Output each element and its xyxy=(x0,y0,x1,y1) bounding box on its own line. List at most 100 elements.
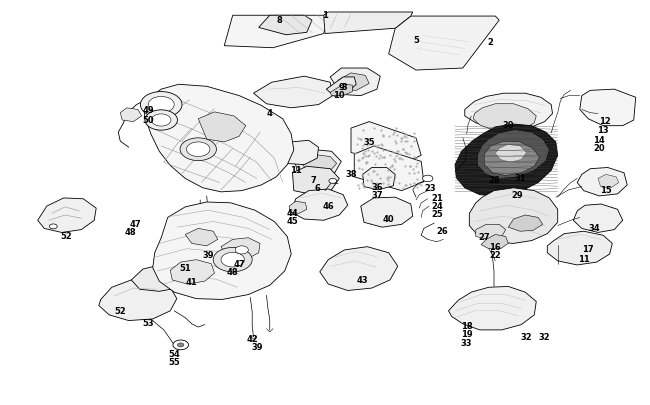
Polygon shape xyxy=(224,16,328,49)
Circle shape xyxy=(221,253,244,267)
Circle shape xyxy=(177,343,184,347)
Point xyxy=(372,145,382,151)
Point xyxy=(389,129,399,136)
Polygon shape xyxy=(153,202,291,300)
Point xyxy=(363,171,373,177)
Point xyxy=(389,179,399,185)
Point xyxy=(402,139,413,145)
Text: 44: 44 xyxy=(287,208,298,217)
Point xyxy=(362,159,372,166)
Polygon shape xyxy=(598,175,619,188)
Polygon shape xyxy=(495,145,526,163)
Point xyxy=(356,167,367,173)
Circle shape xyxy=(213,248,252,272)
Polygon shape xyxy=(99,280,177,321)
Point xyxy=(359,151,369,158)
Text: 39: 39 xyxy=(202,251,214,260)
Point xyxy=(358,143,368,149)
Polygon shape xyxy=(320,247,398,291)
Polygon shape xyxy=(289,202,307,214)
Point xyxy=(413,170,423,176)
Point xyxy=(360,160,370,166)
Text: 29: 29 xyxy=(511,191,523,200)
Point xyxy=(409,154,419,161)
Point xyxy=(395,155,405,162)
Text: 28: 28 xyxy=(488,176,500,185)
Text: 16: 16 xyxy=(489,243,501,252)
Point xyxy=(368,185,378,192)
Text: 47: 47 xyxy=(233,260,245,269)
Point xyxy=(376,127,387,134)
Circle shape xyxy=(187,143,210,157)
Text: 48: 48 xyxy=(227,268,239,277)
Point xyxy=(409,184,419,190)
Text: 18: 18 xyxy=(461,322,473,330)
Text: 40: 40 xyxy=(383,214,395,223)
Point xyxy=(358,154,369,160)
Polygon shape xyxy=(259,16,312,36)
Point xyxy=(361,177,372,183)
Point xyxy=(355,136,365,143)
Point xyxy=(380,162,390,168)
Text: 12: 12 xyxy=(599,117,610,126)
Text: 22: 22 xyxy=(489,251,501,260)
Text: 20: 20 xyxy=(593,143,605,152)
Text: 13: 13 xyxy=(597,126,608,135)
Point xyxy=(398,185,409,192)
Point xyxy=(364,152,374,159)
Polygon shape xyxy=(330,69,380,96)
Polygon shape xyxy=(484,142,540,176)
Point xyxy=(360,149,370,155)
Point xyxy=(405,163,415,170)
Circle shape xyxy=(173,340,188,350)
Point xyxy=(375,153,385,159)
Text: 41: 41 xyxy=(186,277,198,286)
Text: 2: 2 xyxy=(488,38,494,47)
Polygon shape xyxy=(577,168,627,196)
Point xyxy=(373,142,384,149)
Point xyxy=(366,177,376,184)
Point xyxy=(404,170,414,177)
Point xyxy=(402,150,412,157)
Point xyxy=(389,156,399,162)
Point xyxy=(376,155,387,161)
Point xyxy=(361,136,371,143)
Point xyxy=(405,163,415,169)
Polygon shape xyxy=(455,125,558,196)
Text: 15: 15 xyxy=(600,186,612,195)
Circle shape xyxy=(422,176,433,182)
Point xyxy=(369,150,379,157)
Point xyxy=(354,157,364,164)
Text: 50: 50 xyxy=(142,116,154,125)
Point xyxy=(389,166,400,173)
Point xyxy=(396,135,406,142)
Point xyxy=(376,141,387,148)
Point xyxy=(383,167,393,174)
Point xyxy=(411,164,422,170)
Text: 45: 45 xyxy=(287,216,298,225)
Polygon shape xyxy=(354,147,424,191)
Point xyxy=(393,148,403,155)
Polygon shape xyxy=(198,113,246,143)
Point xyxy=(398,147,408,153)
Text: 49: 49 xyxy=(142,106,154,115)
Text: 7: 7 xyxy=(311,176,316,185)
Text: 53: 53 xyxy=(142,319,154,328)
Point xyxy=(361,142,372,149)
Point xyxy=(350,150,360,157)
Point xyxy=(404,151,415,158)
Polygon shape xyxy=(448,287,536,330)
Polygon shape xyxy=(547,232,612,265)
Point xyxy=(358,181,368,188)
Point xyxy=(389,158,400,165)
Text: 17: 17 xyxy=(582,245,594,254)
Circle shape xyxy=(140,92,182,118)
Polygon shape xyxy=(580,90,636,126)
Point xyxy=(408,167,418,173)
Point xyxy=(372,172,382,178)
Point xyxy=(372,185,383,192)
Point xyxy=(357,145,367,151)
Polygon shape xyxy=(38,198,96,233)
Point xyxy=(378,154,389,160)
Point xyxy=(400,182,410,188)
